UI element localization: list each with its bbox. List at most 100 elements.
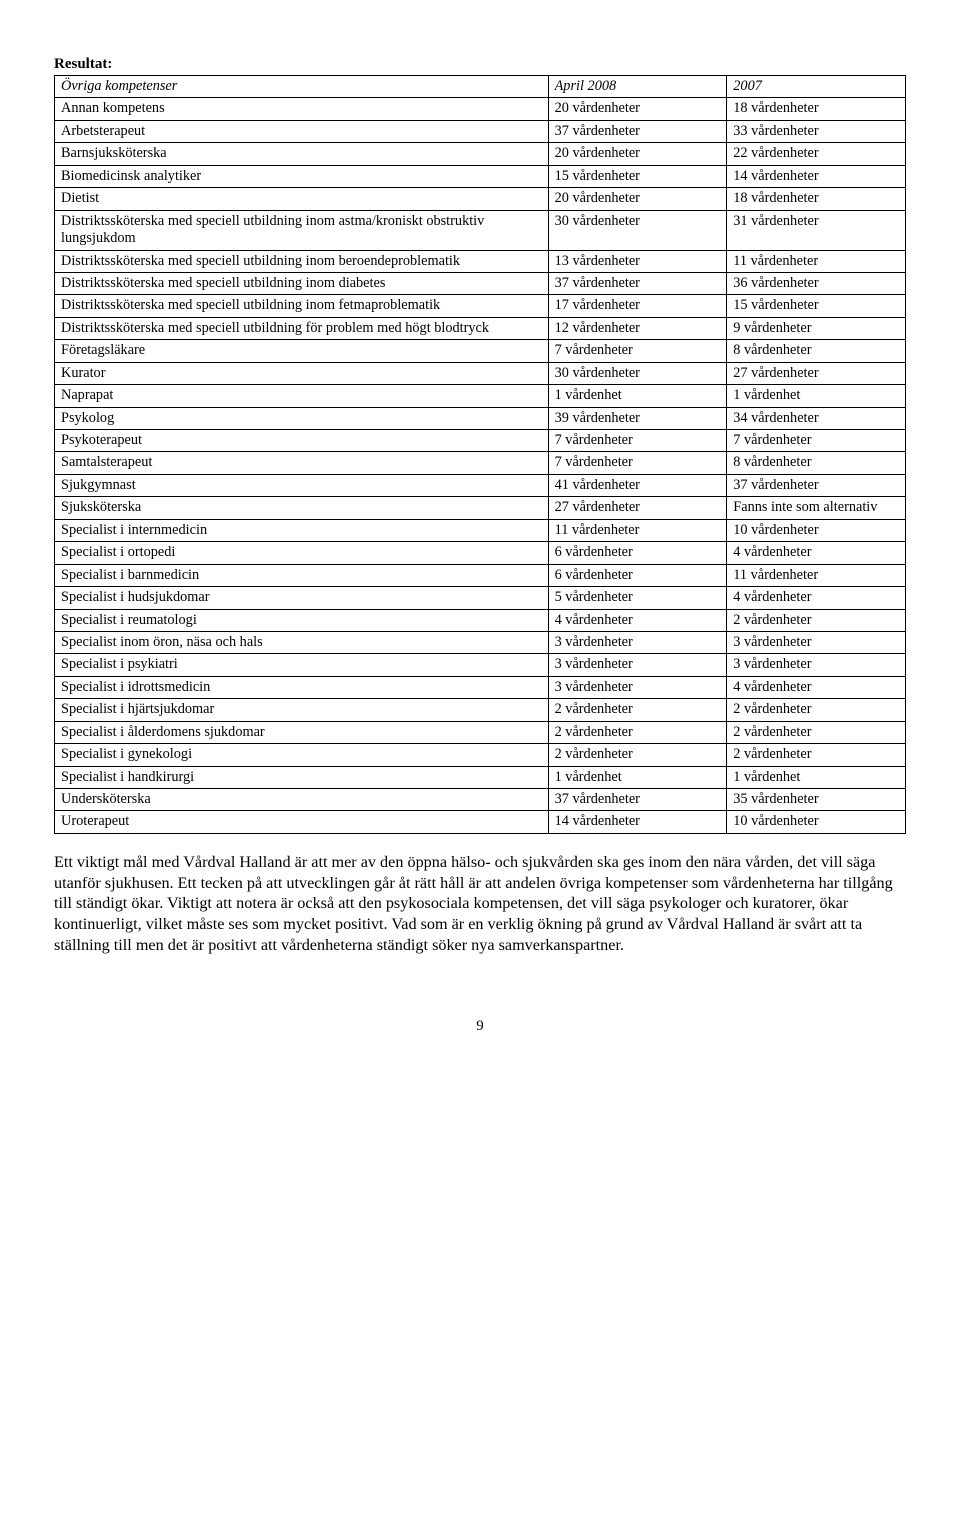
page-number: 9 [54,1018,906,1035]
section-heading: Resultat: [54,56,906,73]
table-row: Specialist i ålderdomens sjukdomar2 vård… [55,721,906,743]
table-row: Specialist i idrottsmedicin3 vårdenheter… [55,676,906,698]
competence-table: Övriga kompetenser April 2008 2007 Annan… [54,75,906,834]
table-row: Specialist i psykiatri3 vårdenheter3 vår… [55,654,906,676]
table-cell: Biomedicinsk analytiker [55,165,549,187]
table-cell: 4 vårdenheter [727,587,906,609]
table-cell: Samtalsterapeut [55,452,549,474]
table-cell: 10 vårdenheter [727,811,906,833]
table-cell: Sjuksköterska [55,497,549,519]
table-cell: 11 vårdenheter [727,250,906,272]
table-cell: Specialist i hudsjukdomar [55,587,549,609]
table-row: Psykolog39 vårdenheter34 vårdenheter [55,407,906,429]
table-cell: 2 vårdenheter [727,609,906,631]
table-cell: 7 vårdenheter [548,430,727,452]
table-cell: Distriktssköterska med speciell utbildni… [55,295,549,317]
table-cell: Specialist i handkirurgi [55,766,549,788]
table-cell: 27 vårdenheter [727,362,906,384]
table-cell: 4 vårdenheter [548,609,727,631]
table-cell: 20 vårdenheter [548,143,727,165]
table-cell: 31 vårdenheter [727,210,906,250]
table-cell: Distriktssköterska med speciell utbildni… [55,272,549,294]
table-cell: Specialist i ålderdomens sjukdomar [55,721,549,743]
table-row: Sjuksköterska27 vårdenheterFanns inte so… [55,497,906,519]
table-row: Annan kompetens20 vårdenheter18 vårdenhe… [55,98,906,120]
table-row: Distriktssköterska med speciell utbildni… [55,317,906,339]
table-cell: 37 vårdenheter [548,120,727,142]
table-cell: 1 vårdenhet [727,385,906,407]
table-row: Dietist20 vårdenheter18 vårdenheter [55,188,906,210]
table-cell: Dietist [55,188,549,210]
table-cell: 34 vårdenheter [727,407,906,429]
table-cell: 30 vårdenheter [548,210,727,250]
table-cell: Undersköterska [55,789,549,811]
table-cell: Specialist i barnmedicin [55,564,549,586]
table-cell: Naprapat [55,385,549,407]
table-cell: 13 vårdenheter [548,250,727,272]
table-row: Specialist i handkirurgi1 vårdenhet1 vår… [55,766,906,788]
table-cell: 5 vårdenheter [548,587,727,609]
table-row: Specialist i hudsjukdomar5 vårdenheter4 … [55,587,906,609]
table-cell: Arbetsterapeut [55,120,549,142]
table-row: Arbetsterapeut37 vårdenheter33 vårdenhet… [55,120,906,142]
table-cell: Psykoterapeut [55,430,549,452]
table-cell: 7 vårdenheter [548,340,727,362]
table-row: Specialist i internmedicin11 vårdenheter… [55,519,906,541]
table-row: Undersköterska37 vårdenheter35 vårdenhet… [55,789,906,811]
body-paragraph: Ett viktigt mål med Vårdval Halland är a… [54,852,906,956]
table-cell: 30 vårdenheter [548,362,727,384]
table-cell: 39 vårdenheter [548,407,727,429]
table-cell: Distriktssköterska med speciell utbildni… [55,317,549,339]
table-cell: 7 vårdenheter [727,430,906,452]
table-cell: 37 vårdenheter [727,474,906,496]
table-cell: 2 vårdenheter [727,699,906,721]
table-cell: 2 vårdenheter [548,721,727,743]
table-header-cell: April 2008 [548,76,727,98]
table-cell: 3 vårdenheter [727,631,906,653]
table-cell: 6 vårdenheter [548,542,727,564]
table-row: Uroterapeut14 vårdenheter10 vårdenheter [55,811,906,833]
table-cell: 1 vårdenhet [727,766,906,788]
table-cell: Företagsläkare [55,340,549,362]
table-cell: 2 vårdenheter [548,744,727,766]
table-cell: Annan kompetens [55,98,549,120]
table-cell: Barnsjuksköterska [55,143,549,165]
table-row: Distriktssköterska med speciell utbildni… [55,250,906,272]
table-cell: 11 vårdenheter [548,519,727,541]
table-cell: 11 vårdenheter [727,564,906,586]
table-cell: 41 vårdenheter [548,474,727,496]
table-row: Specialist i barnmedicin6 vårdenheter11 … [55,564,906,586]
table-row: Biomedicinsk analytiker15 vårdenheter14 … [55,165,906,187]
table-cell: Specialist i psykiatri [55,654,549,676]
table-row: Specialist i ortopedi6 vårdenheter4 vård… [55,542,906,564]
table-cell: Specialist i hjärtsjukdomar [55,699,549,721]
table-cell: Specialist i idrottsmedicin [55,676,549,698]
table-cell: Psykolog [55,407,549,429]
table-cell: 8 vårdenheter [727,452,906,474]
table-row: Barnsjuksköterska20 vårdenheter22 vården… [55,143,906,165]
table-cell: 20 vårdenheter [548,98,727,120]
table-cell: Specialist inom öron, näsa och hals [55,631,549,653]
table-cell: 3 vårdenheter [548,676,727,698]
table-cell: 1 vårdenhet [548,385,727,407]
table-cell: 18 vårdenheter [727,98,906,120]
table-cell: 3 vårdenheter [727,654,906,676]
table-cell: Distriktssköterska med speciell utbildni… [55,250,549,272]
table-cell: 15 vårdenheter [727,295,906,317]
table-cell: Specialist i ortopedi [55,542,549,564]
table-cell: Specialist i internmedicin [55,519,549,541]
table-row: Specialist i hjärtsjukdomar2 vårdenheter… [55,699,906,721]
table-cell: 4 vårdenheter [727,676,906,698]
table-cell: 20 vårdenheter [548,188,727,210]
table-cell: 17 vårdenheter [548,295,727,317]
table-cell: 2 vårdenheter [548,699,727,721]
table-cell: 18 vårdenheter [727,188,906,210]
table-cell: 10 vårdenheter [727,519,906,541]
table-cell: Sjukgymnast [55,474,549,496]
table-cell: 27 vårdenheter [548,497,727,519]
table-cell: 3 vårdenheter [548,654,727,676]
table-cell: 14 vårdenheter [548,811,727,833]
table-row: Psykoterapeut7 vårdenheter7 vårdenheter [55,430,906,452]
table-cell: 1 vårdenhet [548,766,727,788]
table-cell: 22 vårdenheter [727,143,906,165]
